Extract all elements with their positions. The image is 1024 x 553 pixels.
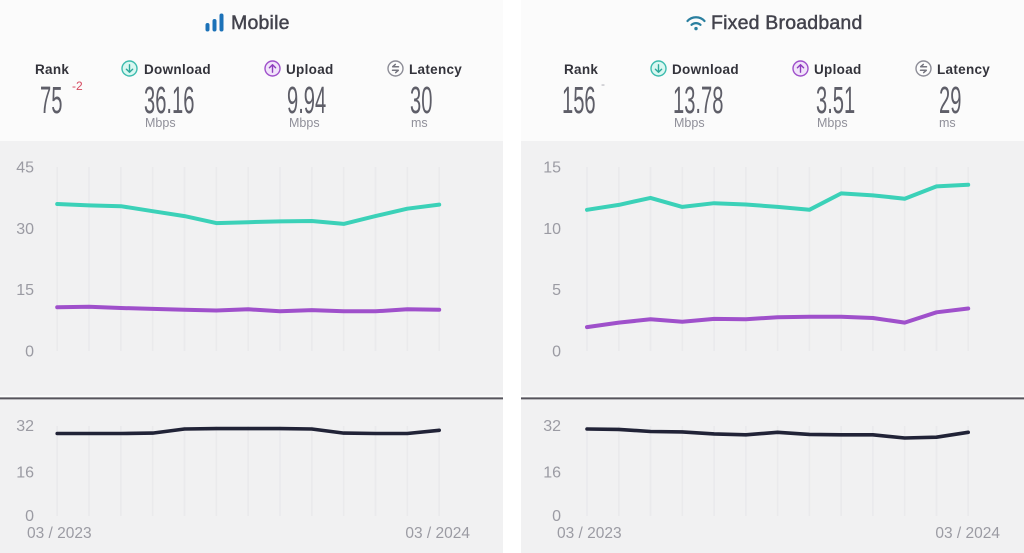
svg-text:45: 45 <box>16 160 34 177</box>
svg-text:0: 0 <box>552 508 561 525</box>
svg-text:16: 16 <box>16 464 34 481</box>
svg-text:15: 15 <box>16 282 34 299</box>
svg-text:03 / 2023: 03 / 2023 <box>557 525 622 542</box>
svg-text:0: 0 <box>25 344 34 361</box>
svg-text:16: 16 <box>543 464 561 481</box>
svg-text:32: 32 <box>16 418 34 435</box>
svg-text:10: 10 <box>543 221 561 238</box>
svg-text:5: 5 <box>552 282 561 299</box>
svg-text:03 / 2023: 03 / 2023 <box>27 525 92 542</box>
svg-text:15: 15 <box>543 160 561 177</box>
svg-text:32: 32 <box>543 418 561 435</box>
svg-text:30: 30 <box>16 221 34 238</box>
svg-text:03 / 2024: 03 / 2024 <box>935 525 1000 542</box>
svg-text:0: 0 <box>552 344 561 361</box>
svg-text:0: 0 <box>25 508 34 525</box>
svg-text:03 / 2024: 03 / 2024 <box>405 525 470 542</box>
